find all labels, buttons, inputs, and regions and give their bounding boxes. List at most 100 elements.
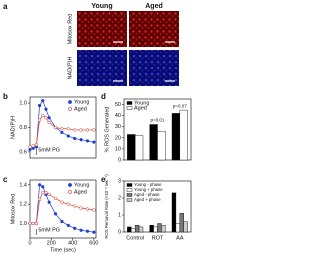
data-point (73, 128, 77, 132)
data-point (60, 219, 64, 224)
data-point (41, 113, 45, 117)
data-point (37, 197, 42, 201)
column-header: Aged (145, 3, 163, 10)
y-tick-label: 10 (115, 146, 121, 152)
data-point (85, 128, 90, 132)
data-point (47, 116, 51, 120)
x-tick-label: Control (126, 235, 144, 241)
data-point (53, 212, 58, 216)
y-tick-label: 50 (115, 102, 121, 108)
panel-label: a (3, 2, 8, 11)
data-point (66, 202, 70, 206)
data-point (79, 228, 83, 232)
panel-label: b (3, 92, 8, 101)
y-tick-label: 1.4 (19, 182, 27, 188)
legend-label: Young + phase (134, 187, 163, 192)
data-point (73, 136, 77, 141)
panel-label: c (3, 175, 8, 184)
x-tick-label: 600 (89, 240, 98, 246)
data-point (66, 127, 70, 131)
y-axis-label: % ROS Generated (104, 107, 110, 153)
x-tick-label: 200 (47, 240, 56, 246)
data-point (37, 103, 42, 108)
micrograph (129, 50, 179, 86)
panel-label: d (101, 92, 106, 101)
y-tick-label: 2 (118, 195, 121, 201)
bar (161, 224, 166, 233)
y-tick-label: 0.8 (19, 125, 27, 131)
legend-label: Young - phase (134, 182, 162, 187)
y-tick-label: 40 (115, 113, 121, 119)
bar (179, 109, 188, 161)
bar (149, 224, 154, 233)
data-point (53, 125, 58, 130)
data-point (79, 128, 83, 132)
bar (175, 223, 181, 233)
plot-frame (29, 179, 97, 239)
micrograph (129, 11, 179, 47)
legend-label: Aged (134, 105, 147, 111)
y-tick-label: 0 (118, 157, 121, 163)
data-point (37, 118, 42, 122)
micrograph (77, 11, 127, 47)
data-point (92, 128, 96, 132)
y-tick-label: 1.0 (19, 221, 27, 227)
data-point (28, 145, 32, 149)
y-tick-label: 30 (115, 124, 121, 130)
data-point (37, 183, 42, 187)
data-point (28, 221, 32, 226)
legend-label: Young (74, 182, 89, 188)
y-tick-label: 0.6 (19, 149, 27, 155)
bar (138, 226, 144, 233)
micrograph (77, 50, 127, 86)
data-point (44, 107, 48, 111)
y-tick-label: 0 (118, 229, 121, 235)
data-point (85, 229, 90, 233)
y-axis-label: Mitosox Red (10, 194, 16, 225)
legend-swatch (126, 183, 133, 187)
bar (157, 130, 166, 161)
data-point (53, 196, 58, 201)
data-point (44, 190, 48, 195)
y-axis-label: NAD(P)H (10, 116, 16, 139)
data-point (92, 140, 96, 144)
row-header: Mitosox Red (67, 14, 73, 45)
data-point (60, 130, 64, 135)
data-point (34, 142, 39, 147)
panel-label: e (101, 175, 106, 184)
legend-swatch (126, 188, 133, 192)
legend-label: Aged - phase (134, 192, 160, 197)
legend-label: Aged (74, 106, 87, 112)
bar (127, 226, 132, 233)
bar (131, 228, 136, 233)
data-point (85, 139, 90, 143)
data-point (66, 223, 70, 228)
bar (134, 135, 144, 161)
y-tick-label: 1.2 (19, 202, 27, 208)
x-tick-label: 400 (68, 240, 77, 246)
legend-swatch (126, 193, 133, 197)
data-point (66, 134, 70, 138)
data-point (92, 230, 96, 234)
y-tick-label: 1 (118, 212, 121, 218)
data-point (60, 127, 64, 131)
row-header: NAD(P)H (67, 57, 73, 80)
column-header: Young (91, 3, 112, 10)
legend-marker (68, 190, 72, 194)
data-point (31, 144, 35, 148)
data-line (30, 192, 94, 224)
bar (127, 134, 136, 161)
x-tick-label: 0 (28, 240, 31, 246)
annotation: 5mM PG (38, 147, 60, 153)
data-point (79, 138, 83, 142)
data-point (47, 200, 51, 204)
legend-label: Aged (74, 189, 87, 195)
figure: a Young Aged Mitosox Red NAD(P)H b NAD(P)… (3, 2, 192, 253)
data-point (44, 116, 48, 120)
x-axis-label: Time (sec) (50, 247, 76, 253)
legend-swatch (126, 101, 133, 105)
data-point (31, 221, 35, 226)
bar (171, 113, 181, 161)
legend-swatch (126, 198, 133, 202)
bar (183, 221, 188, 233)
